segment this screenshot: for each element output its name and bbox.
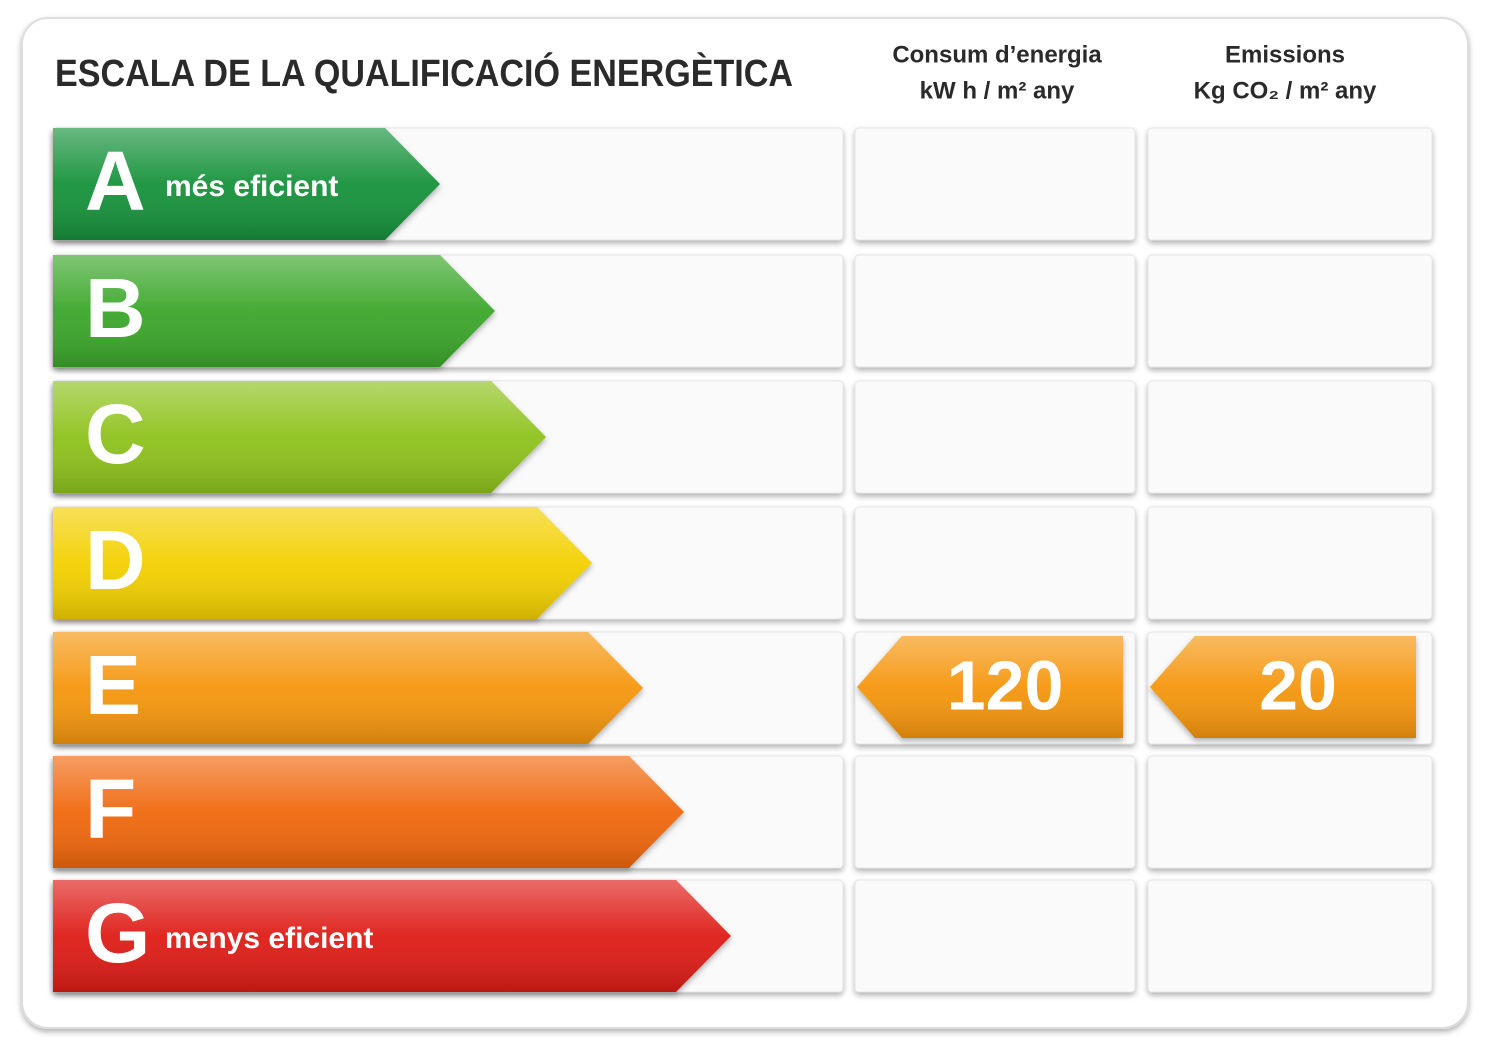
rating-letter: E <box>85 638 141 732</box>
rating-letter: G <box>85 886 150 980</box>
cell <box>854 254 1136 368</box>
cell <box>854 380 1136 494</box>
cell <box>854 506 1136 620</box>
arrow-gloss <box>53 880 731 992</box>
title: ESCALA DE LA QUALIFICACIÓ ENERGÈTICA <box>55 51 793 95</box>
column-unit: kW h / m² any <box>920 77 1075 104</box>
rating-letter: C <box>85 387 146 481</box>
cell <box>854 127 1136 241</box>
value-label: 20 <box>1259 646 1337 724</box>
arrow-gloss <box>53 632 643 744</box>
column-header: Consum d’energia <box>892 41 1102 68</box>
arrow-gloss <box>857 636 1123 738</box>
cell <box>1147 879 1433 993</box>
arrow-gloss <box>53 756 684 868</box>
cell <box>1147 254 1433 368</box>
arrow-gloss <box>1150 636 1416 738</box>
value-label: 120 <box>947 646 1064 724</box>
cell <box>1147 127 1433 241</box>
rating-letter: B <box>85 261 146 355</box>
arrow-gloss <box>53 381 546 493</box>
rating-letter: D <box>85 513 146 607</box>
arrow-gloss <box>53 128 440 240</box>
cell <box>854 755 1136 869</box>
cell <box>1147 380 1433 494</box>
cell <box>1147 506 1433 620</box>
rating-note: menys eficient <box>165 922 373 955</box>
arrow-gloss <box>53 255 495 367</box>
column-header: Emissions <box>1225 41 1345 68</box>
rating-note: més eficient <box>165 170 338 203</box>
arrow-gloss <box>53 507 592 619</box>
rating-letter: A <box>85 134 146 228</box>
column-unit: Kg CO₂ / m² any <box>1194 77 1377 104</box>
cell <box>1147 755 1433 869</box>
rating-letter: F <box>85 762 136 856</box>
cell <box>854 879 1136 993</box>
